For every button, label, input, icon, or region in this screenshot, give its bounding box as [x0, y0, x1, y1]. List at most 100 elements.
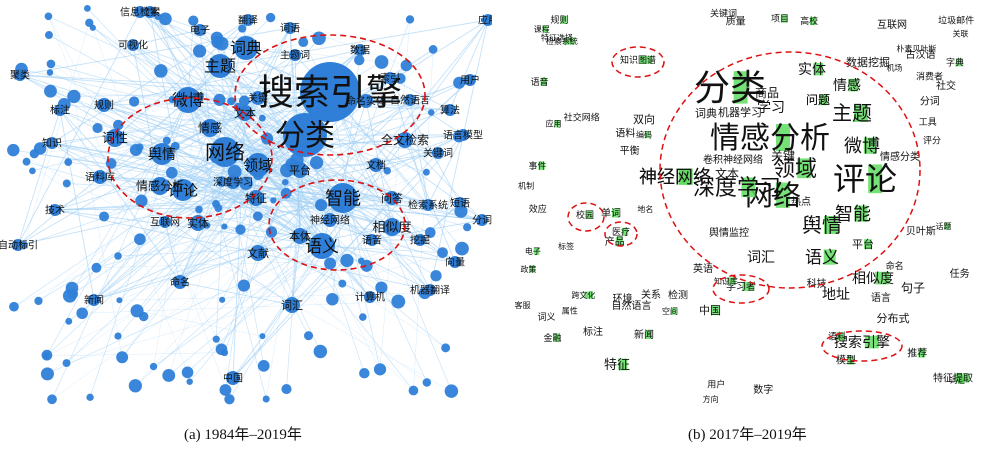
- minor-node: [170, 141, 180, 151]
- edge: [404, 79, 471, 141]
- word-label: 高校: [800, 15, 818, 27]
- node-label: 算法: [440, 104, 460, 117]
- edge: [59, 109, 181, 283]
- minor-node: [237, 279, 250, 292]
- minor-node: [83, 4, 91, 12]
- node-circle: [194, 24, 206, 36]
- minor-node: [135, 194, 148, 208]
- minor-node: [44, 84, 57, 98]
- node-50: 短语: [450, 197, 470, 210]
- word-label: 消费者: [916, 71, 943, 83]
- minor-node: [92, 123, 103, 134]
- node-circle: [12, 239, 24, 251]
- edge: [59, 109, 323, 247]
- word-49: 消费者: [916, 71, 943, 83]
- word-45: 互联网: [877, 19, 907, 31]
- word-label: 舆情监控: [709, 226, 749, 239]
- node-circle: [444, 104, 456, 116]
- word-36: 中国: [699, 304, 721, 317]
- minor-node: [219, 384, 232, 396]
- word-44: 关系: [641, 288, 661, 301]
- edge: [54, 209, 259, 254]
- minor-node: [62, 179, 71, 188]
- word-label: 词汇: [747, 250, 775, 266]
- node-8: 评论: [168, 179, 198, 201]
- node-11: 领域: [243, 153, 273, 177]
- edge: [409, 99, 429, 206]
- word-label: 搜索引擎: [834, 334, 890, 351]
- minor-node: [67, 89, 81, 104]
- word-17: 问题: [806, 93, 830, 107]
- edge: [413, 49, 434, 391]
- minor-node: [281, 384, 292, 395]
- word-43: 新闻: [634, 328, 654, 341]
- edge: [59, 109, 95, 301]
- word-label: 卷积神经网络: [703, 153, 763, 166]
- node-circle: [175, 87, 201, 113]
- node-22: 词汇: [281, 297, 303, 313]
- node-circle: [323, 213, 337, 227]
- node-circle: [366, 234, 378, 246]
- node-circle: [454, 197, 466, 209]
- edge: [149, 11, 377, 166]
- node-label: 命名实体: [346, 95, 386, 108]
- node-label: 机器翻译: [410, 284, 450, 297]
- minor-node: [188, 15, 199, 26]
- edge: [48, 16, 188, 373]
- word-label: 深度学习: [693, 176, 781, 201]
- minor-node: [444, 384, 459, 398]
- edge: [51, 204, 322, 400]
- node-circle: [404, 94, 416, 106]
- minor-node: [44, 31, 53, 39]
- minor-node: [326, 292, 339, 306]
- node-circle: [46, 137, 58, 149]
- minor-node: [64, 158, 73, 167]
- edge: [291, 235, 301, 306]
- word-104: 质量: [726, 16, 746, 28]
- node-44: 语音: [362, 234, 382, 247]
- minor-node: [159, 12, 172, 26]
- node-39: 可视化: [118, 39, 148, 52]
- wordcloud-panel-b: 分类 情感分析 网络 评论 主题 微博 领域 深度学习 舆情 智能 语义 神经网络 实体 情感 学习 商品 关键…: [500, 0, 1000, 410]
- edge: [51, 142, 483, 221]
- word-78: 命名: [886, 260, 904, 272]
- edge: [153, 96, 201, 367]
- word-30: 句子: [901, 281, 925, 295]
- node-label: 知识: [42, 137, 62, 150]
- word-label: 环境: [613, 292, 633, 305]
- node-61: 用户: [460, 74, 480, 87]
- word-label: 地址: [822, 287, 850, 303]
- word-highlight: [864, 239, 872, 250]
- word-label: 古汉语: [905, 48, 935, 61]
- word-label: 金融: [543, 332, 561, 344]
- minor-node: [270, 197, 277, 204]
- minor-node: [303, 331, 314, 341]
- word-100: 特征选择: [541, 33, 573, 43]
- minor-node: [186, 378, 193, 385]
- node-label: 平台: [289, 163, 311, 177]
- edge: [224, 134, 464, 153]
- edge: [19, 27, 291, 76]
- word-label: 校园: [576, 209, 594, 221]
- word-highlight: [813, 62, 824, 76]
- minor-node: [315, 198, 328, 212]
- word-label: 自然语言: [612, 299, 652, 312]
- node-26: 语料库: [85, 170, 115, 184]
- node-circle: [159, 216, 171, 228]
- node-circle: [309, 233, 335, 259]
- edge: [73, 96, 123, 358]
- node-label: 语言模型: [443, 129, 483, 142]
- node-label: 情感分析: [136, 178, 184, 193]
- node-5: 词典: [230, 36, 262, 60]
- node-label: 网络: [205, 140, 245, 164]
- edge: [206, 225, 427, 383]
- node-circle: [201, 119, 219, 137]
- word-label: 检索系统: [546, 36, 578, 46]
- node-label: 主题词: [280, 50, 310, 62]
- node-circle: [283, 113, 327, 157]
- node-label: 向量: [445, 256, 465, 269]
- node-label: 命名: [170, 276, 190, 289]
- word-label: 英语: [693, 262, 713, 275]
- node-36: 索引: [380, 72, 400, 85]
- word-7: 深度学习: [693, 176, 781, 201]
